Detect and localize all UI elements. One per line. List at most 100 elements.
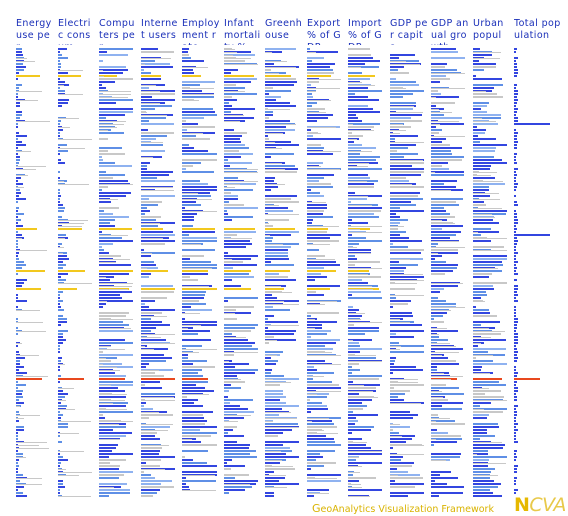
row-bar <box>224 99 237 101</box>
row-bar <box>99 300 133 302</box>
row-bar <box>473 366 482 368</box>
row-bar <box>265 120 290 122</box>
column-header[interactable]: Internet users <box>141 18 178 41</box>
row-bar <box>182 459 193 461</box>
row-bar <box>431 336 439 338</box>
row-bar <box>99 219 115 221</box>
row-bar <box>348 315 362 317</box>
row-bar <box>265 189 271 191</box>
row-bar <box>473 168 490 170</box>
row-bar-secondary <box>141 190 174 191</box>
row-bar <box>514 423 518 425</box>
row-bar <box>224 108 255 110</box>
row-bar <box>431 204 459 206</box>
row-bar <box>390 411 410 413</box>
row-bar-secondary <box>99 439 120 440</box>
row-bar <box>514 456 517 458</box>
row-bar-secondary <box>141 397 174 398</box>
row-bar <box>390 177 406 179</box>
column-header[interactable]: Export % of GDP <box>307 18 341 45</box>
row-bar <box>473 339 506 341</box>
column-header[interactable]: Energy use per <box>16 18 52 45</box>
row-bar <box>182 273 208 275</box>
row-bar <box>390 135 418 137</box>
row-bar <box>473 138 496 140</box>
row-bar <box>182 219 194 221</box>
row-bar <box>307 180 319 182</box>
row-bar <box>348 177 370 179</box>
row-bar <box>348 339 372 341</box>
column-header[interactable]: Infant mortality % <box>224 18 261 45</box>
row-bar <box>514 384 516 386</box>
row-bar <box>182 231 215 233</box>
row-bar-secondary <box>348 322 382 323</box>
row-bar <box>307 147 324 149</box>
row-bar <box>348 243 359 245</box>
row-bar <box>99 429 113 431</box>
row-bar <box>58 336 63 338</box>
column-computers: Computers per <box>99 0 139 500</box>
row-bar <box>473 480 494 482</box>
column-header[interactable]: GDP anual growth <box>431 18 469 45</box>
row-bar <box>58 234 66 236</box>
row-bar <box>390 492 424 494</box>
row-bar <box>58 54 62 56</box>
row-bar <box>514 426 516 428</box>
row-bar <box>431 399 448 401</box>
row-bar <box>307 270 336 272</box>
row-bar <box>224 300 228 302</box>
row-bar <box>224 285 241 287</box>
row-bar <box>141 99 175 101</box>
row-bar-secondary <box>307 328 315 329</box>
row-bar <box>514 336 518 338</box>
row-bar-secondary <box>16 166 46 167</box>
row-bar <box>16 123 18 125</box>
row-bar <box>390 477 423 479</box>
row-bar <box>514 84 517 86</box>
column-header[interactable]: Employment rate <box>182 18 220 45</box>
row-bar <box>58 87 60 89</box>
row-bar <box>182 129 187 131</box>
row-bar <box>390 150 397 152</box>
row-bar <box>141 273 151 275</box>
row-bar-secondary <box>141 316 167 317</box>
column-header[interactable]: Total population <box>514 18 561 41</box>
row-bar <box>473 261 502 263</box>
column-header[interactable]: Urban popul <box>473 18 504 41</box>
row-bar-secondary <box>473 250 507 251</box>
row-bar <box>348 342 359 344</box>
row-bar <box>224 459 232 461</box>
column-header[interactable]: Computers per <box>99 18 136 45</box>
row-bar <box>348 240 382 242</box>
row-bar <box>16 231 18 233</box>
row-bar-secondary <box>307 166 321 167</box>
row-bar <box>182 72 194 74</box>
column-header[interactable]: Import % of GDP <box>348 18 382 45</box>
row-bar <box>58 177 60 179</box>
row-bar <box>348 348 382 350</box>
row-bar <box>265 279 296 281</box>
row-bar <box>265 252 288 254</box>
row-bar <box>514 294 518 296</box>
row-bar <box>141 213 145 215</box>
row-bar <box>514 168 518 170</box>
row-bar-secondary <box>348 451 382 452</box>
row-bar <box>307 408 328 410</box>
row-bar <box>182 153 217 155</box>
row-bar <box>265 153 294 155</box>
row-bar <box>265 219 289 221</box>
row-bar <box>473 357 476 359</box>
row-bar <box>307 402 322 404</box>
row-bar <box>307 465 324 467</box>
row-bar <box>431 90 438 92</box>
column-header[interactable]: GDP per capita <box>390 18 428 45</box>
column-header[interactable]: Electric consum <box>58 18 91 45</box>
row-bar <box>514 93 518 95</box>
row-bar-secondary <box>348 205 372 206</box>
row-bar-secondary <box>99 349 125 350</box>
row-bar <box>16 87 19 89</box>
row-bar <box>265 126 286 128</box>
row-bar-secondary <box>473 181 503 182</box>
row-bar <box>514 237 517 239</box>
column-header[interactable]: Greenhouse <box>265 18 303 41</box>
